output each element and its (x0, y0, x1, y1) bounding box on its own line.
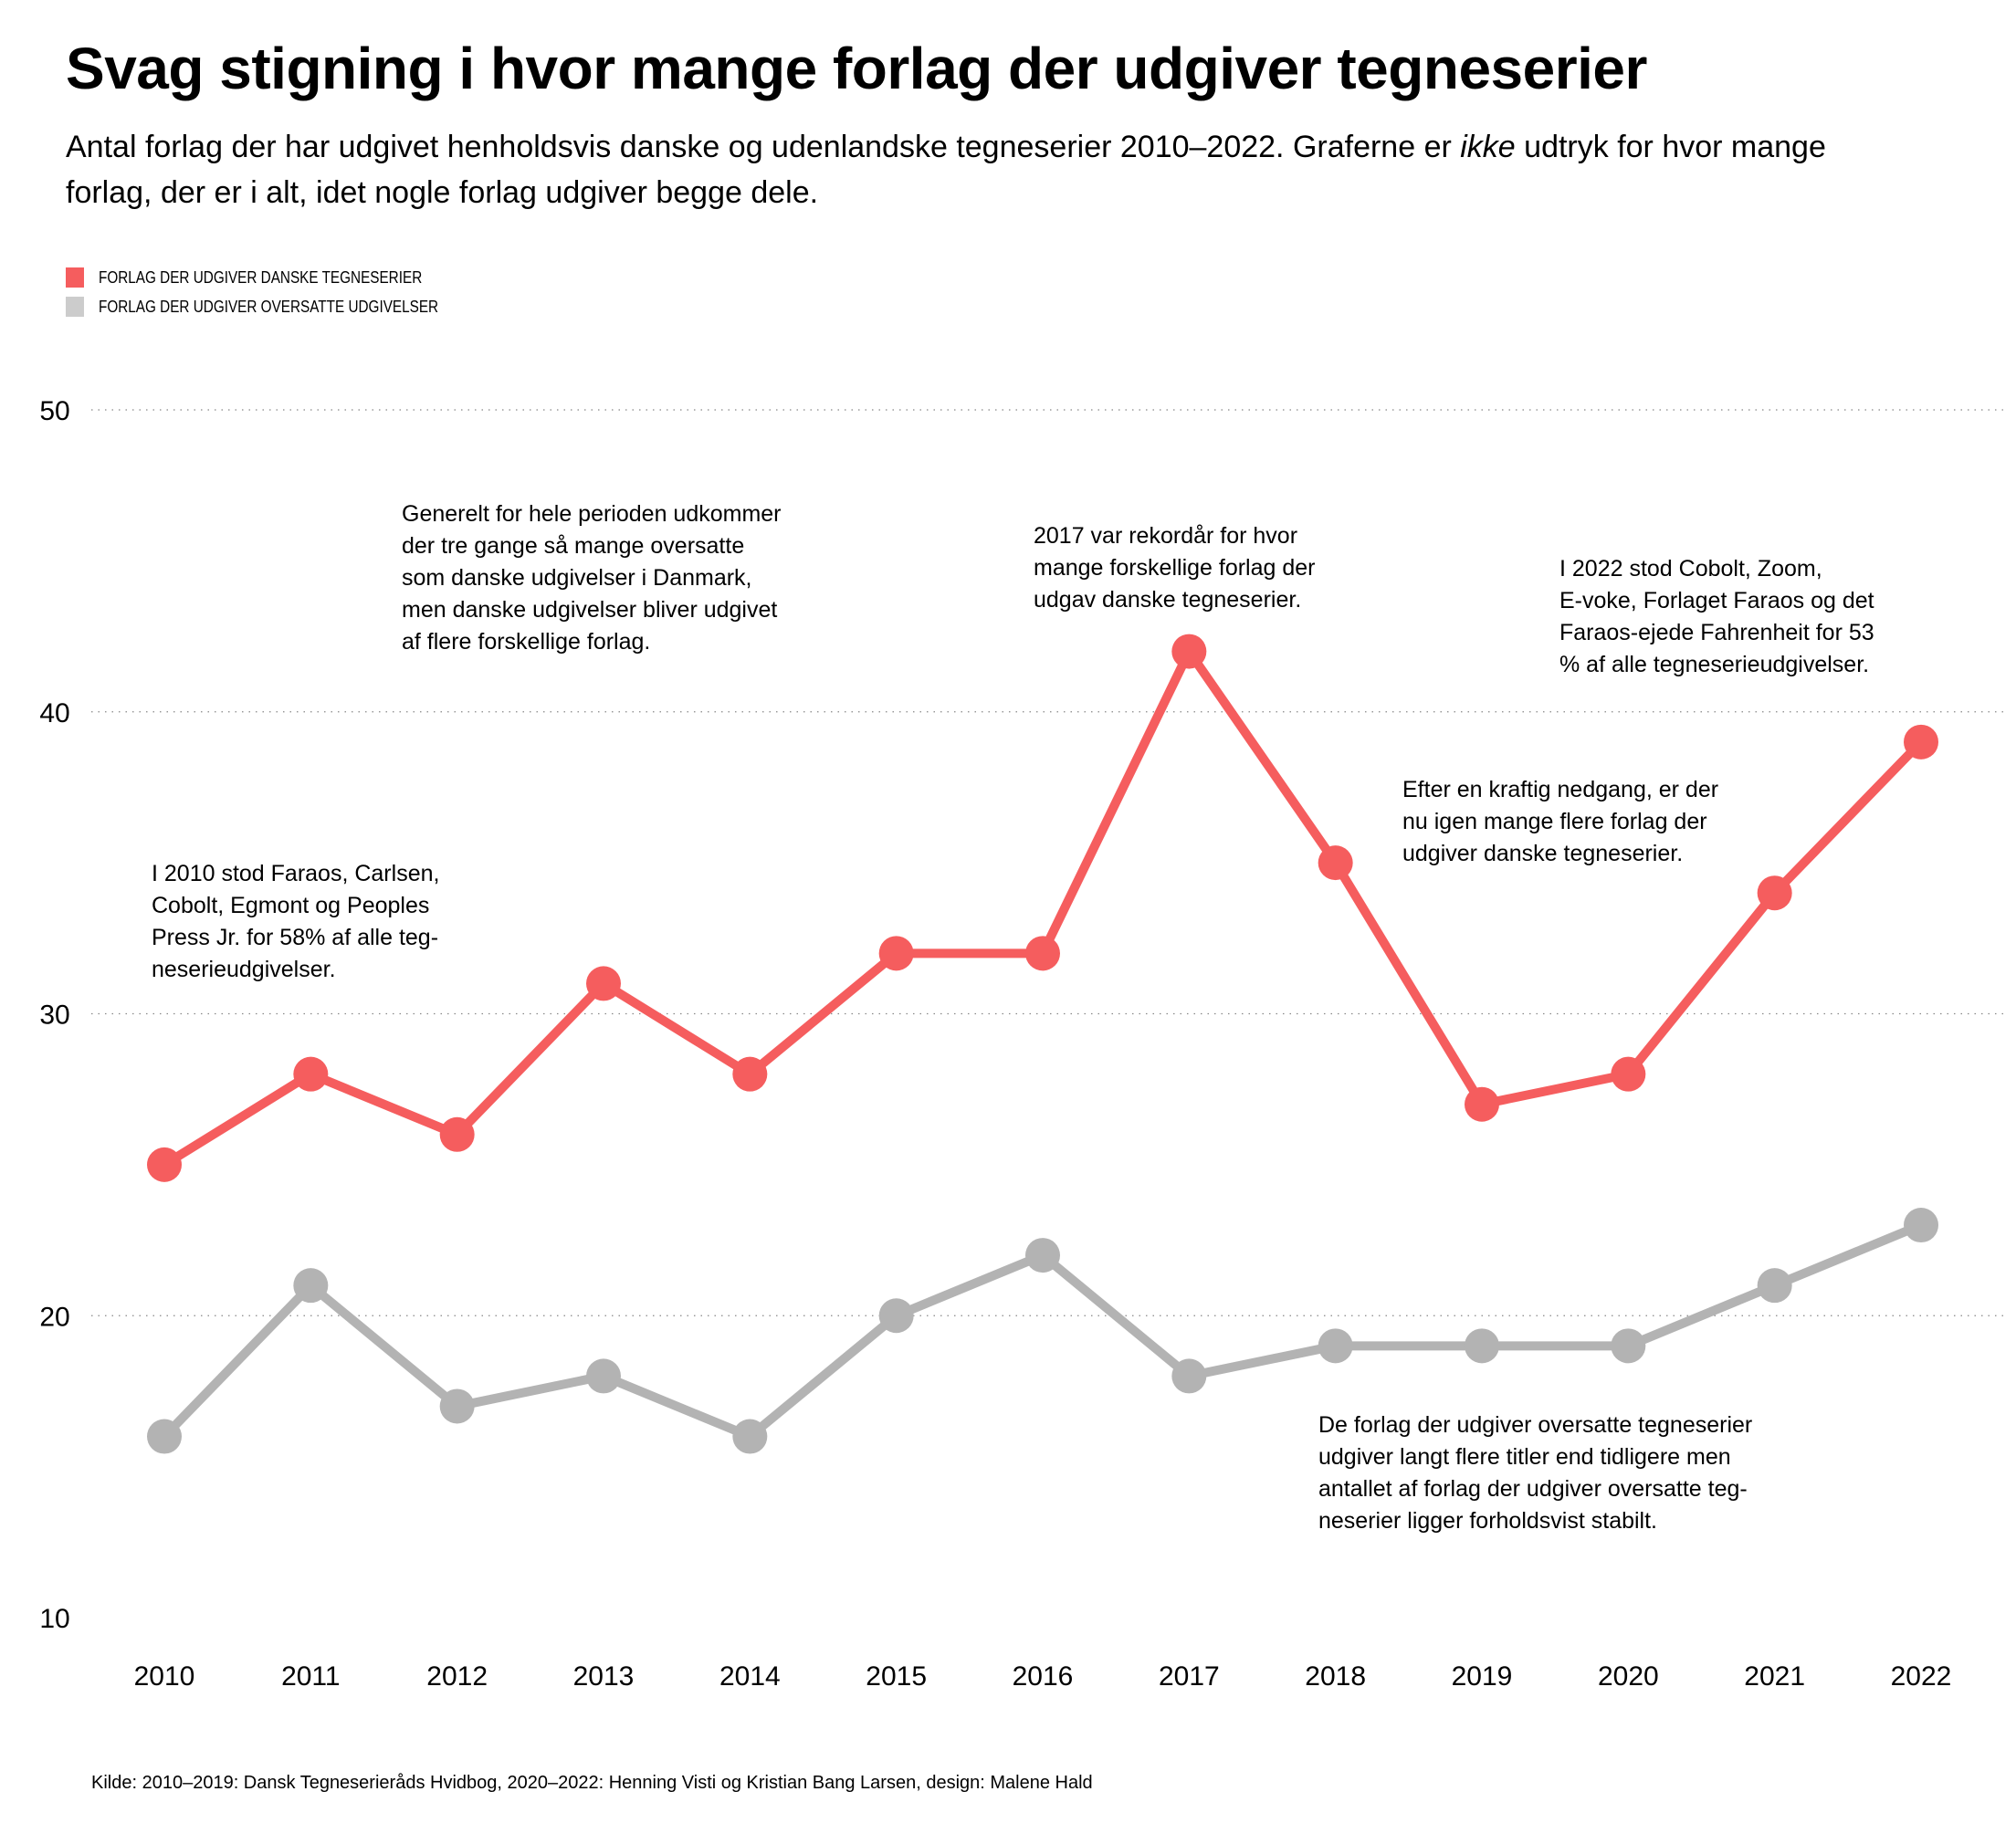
source-note: Kilde: 2010–2019: Dansk Tegneserieråds H… (91, 1773, 1093, 1793)
legend: FORLAG DER UDGIVER DANSKE TEGNESERIER FO… (66, 265, 499, 323)
y-tick-label: 50 (39, 396, 69, 426)
series-translated (147, 1208, 1938, 1454)
data-point-danish-2020 (1611, 1056, 1646, 1092)
annotation-2010: I 2010 stod Faraos, Carlsen, Cobolt, Egm… (152, 858, 439, 986)
data-point-danish-2010 (147, 1147, 182, 1182)
annotation-line: som danske udgivelser i Danmark, (402, 565, 752, 591)
annotation-line: neserieudgivelser. (152, 957, 336, 982)
annotation-line: I 2022 stod Cobolt, Zoom, (1559, 556, 1822, 581)
x-tick-label: 2017 (1159, 1661, 1220, 1692)
legend-item-translated: FORLAG DER UDGIVER OVERSATTE UDGIVELSER (66, 294, 499, 320)
annotation-line: Efter en kraftig nedgang, er der (1402, 777, 1719, 802)
y-axis: 10 20 30 40 50 (39, 396, 69, 1634)
annotation-decline: Efter en kraftig nedgang, er der nu igen… (1402, 774, 1718, 870)
x-tick-label: 2016 (1013, 1661, 1074, 1692)
data-point-danish-2016 (1025, 936, 1060, 971)
data-point-translated-2019 (1465, 1328, 1499, 1364)
subtitle-text-1: Antal forlag der har udgivet henholdsvis… (66, 130, 1461, 164)
annotation-period: Generelt for hele perioden udkommer der … (402, 498, 782, 658)
annotation-line: nu igen mange flere forlag der (1402, 809, 1707, 834)
annotation-line: antallet af forlag der udgiver oversatte… (1318, 1476, 1748, 1502)
data-point-danish-2014 (732, 1056, 768, 1092)
legend-swatch-danish (66, 267, 84, 288)
annotation-line: 2017 var rekordår for hvor (1034, 523, 1298, 549)
annotation-translated: De forlag der udgiver oversatte tegneser… (1318, 1409, 1752, 1537)
y-tick-label: 30 (39, 1001, 69, 1031)
legend-item-danish: FORLAG DER UDGIVER DANSKE TEGNESERIER (66, 265, 499, 290)
data-point-danish-2012 (439, 1116, 475, 1152)
data-point-translated-2021 (1757, 1268, 1792, 1304)
data-point-translated-2013 (586, 1358, 621, 1394)
data-point-translated-2014 (732, 1419, 768, 1454)
annotation-line: mange forskellige forlag der (1034, 555, 1316, 581)
legend-label-danish: FORLAG DER UDGIVER DANSKE TEGNESERIER (99, 267, 423, 287)
annotation-2017: 2017 var rekordår for hvor mange forskel… (1034, 520, 1316, 616)
x-tick-label: 2022 (1891, 1661, 1952, 1692)
x-tick-label: 2018 (1305, 1661, 1366, 1692)
annotation-line: Faraos-ejede Fahrenheit for 53 (1559, 620, 1874, 645)
data-point-translated-2010 (147, 1419, 182, 1454)
annotation-line: I 2010 stod Faraos, Carlsen, (152, 861, 440, 886)
x-tick-label: 2015 (866, 1661, 927, 1692)
x-tick-label: 2013 (573, 1661, 635, 1692)
x-axis: 2010 2011 2012 2013 2014 2015 2016 2017 2018 2019… (134, 1661, 1952, 1692)
x-tick-label: 2010 (134, 1661, 195, 1692)
data-point-danish-2022 (1904, 724, 1938, 760)
data-point-translated-2012 (439, 1388, 475, 1424)
annotation-line: Cobolt, Egmont og Peoples (152, 893, 430, 918)
x-tick-label: 2019 (1452, 1661, 1513, 1692)
data-point-translated-2017 (1171, 1358, 1207, 1394)
annotation-line: E-voke, Forlaget Faraos og det (1559, 588, 1874, 613)
data-point-translated-2020 (1611, 1328, 1646, 1364)
data-point-danish-2018 (1318, 845, 1353, 881)
data-point-danish-2019 (1465, 1086, 1499, 1122)
annotation-line: De forlag der udgiver oversatte tegneser… (1318, 1412, 1753, 1438)
legend-swatch-translated (66, 297, 84, 317)
gridlines (91, 409, 2009, 1316)
x-tick-label: 2012 (426, 1661, 488, 1692)
data-point-translated-2018 (1318, 1328, 1353, 1364)
series (147, 634, 1938, 1454)
data-point-danish-2021 (1757, 875, 1792, 911)
annotation-line: der tre gange så mange oversatte (402, 533, 745, 559)
chart-subtitle: Antal forlag der har udgivet henholdsvis… (66, 124, 1892, 215)
legend-label-translated: FORLAG DER UDGIVER OVERSATTE UDGIVELSER (99, 297, 439, 316)
subtitle-text-2: udtryk for hvor mange forlag, der er i a… (66, 130, 1826, 210)
data-point-danish-2013 (586, 966, 621, 1001)
annotation-line: af flere forskellige forlag. (402, 629, 651, 655)
data-point-danish-2011 (293, 1056, 329, 1092)
data-point-translated-2011 (293, 1268, 329, 1304)
x-tick-label: 2020 (1598, 1661, 1659, 1692)
data-point-translated-2022 (1904, 1208, 1938, 1243)
data-point-danish-2015 (878, 936, 914, 971)
annotation-line: neserier ligger forholdsvist stabilt. (1318, 1508, 1657, 1534)
y-tick-label: 20 (39, 1302, 69, 1332)
series-danish (147, 634, 1938, 1182)
chart-title: Svag stigning i hvor mange forlag der ud… (66, 36, 1647, 101)
x-tick-label: 2011 (281, 1661, 341, 1692)
annotation-line: Generelt for hele perioden udkommer (402, 501, 782, 527)
data-point-translated-2016 (1025, 1238, 1060, 1273)
annotation-2022: I 2022 stod Cobolt, Zoom, E-voke, Forlag… (1559, 553, 1874, 681)
data-point-danish-2017 (1171, 634, 1207, 669)
subtitle-emphasis: ikke (1460, 130, 1516, 164)
y-tick-label: 10 (39, 1604, 69, 1634)
annotation-line: % af alle tegneserieudgivelser. (1559, 652, 1870, 677)
annotation-line: men danske udgivelser bliver udgivet (402, 597, 778, 623)
annotation-line: udgiver danske tegneserier. (1402, 841, 1684, 866)
y-tick-label: 40 (39, 698, 69, 728)
x-tick-label: 2014 (719, 1661, 781, 1692)
annotation-line: Press Jr. for 58% af alle teg- (152, 925, 439, 950)
annotation-line: udgiver langt flere titler end tidligere… (1318, 1444, 1731, 1470)
x-tick-label: 2021 (1744, 1661, 1805, 1692)
annotation-line: udgav danske tegneserier. (1034, 587, 1302, 613)
data-point-translated-2015 (878, 1298, 914, 1334)
